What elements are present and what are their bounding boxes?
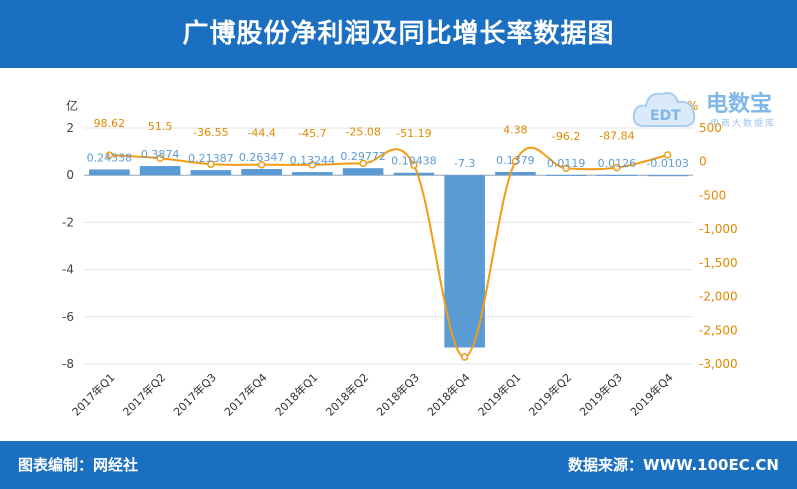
- x-tick-label: 2018年Q3: [373, 370, 422, 419]
- line-point: [663, 151, 672, 159]
- line-point: [105, 151, 114, 159]
- bar-data-label: 0.21387: [188, 152, 234, 165]
- bar-data-label: 0.26347: [239, 151, 285, 164]
- footer-credit: 图表编制：网经社: [18, 456, 139, 474]
- y-right-tick-label: -500: [699, 188, 726, 202]
- y-right-tick-label: 0: [699, 155, 707, 169]
- line-data-label: -45.7: [298, 127, 326, 140]
- bar: [545, 174, 587, 176]
- x-tick-label: 2019年Q1: [475, 370, 524, 419]
- grid-lines: [84, 127, 693, 365]
- bar: [444, 175, 485, 348]
- line-point: [156, 154, 164, 162]
- bar-data-label: -7.3: [454, 157, 475, 170]
- x-tick-label: 2019年Q3: [576, 370, 625, 419]
- bar-data-label: 0.29772: [340, 150, 386, 163]
- y-right-tick-label: -2,000: [699, 290, 738, 304]
- bar: [647, 175, 688, 177]
- y-left-tick-label: -2: [62, 215, 74, 229]
- y-left-tick-label: -6: [62, 310, 74, 324]
- y-left-tick-label: 0: [66, 168, 74, 182]
- x-tick-label: 2017年Q3: [170, 370, 219, 419]
- bar-data-label: 0.1379: [496, 154, 535, 167]
- x-tick-label: 2018年Q2: [323, 370, 372, 419]
- line-data-label: -25.08: [345, 125, 380, 138]
- y-right-tick-label: -1,500: [699, 256, 738, 270]
- y-right-tick-label: -2,500: [699, 323, 738, 337]
- line-data-label: -51.19: [396, 127, 431, 140]
- x-tick-label: 2018年Q4: [424, 370, 473, 419]
- line-point: [511, 157, 520, 166]
- y-right-unit: %: [687, 99, 698, 113]
- line-data-label: 98.62: [94, 117, 126, 130]
- line-data-label: 51.5: [148, 120, 173, 133]
- bar-data-label: 0.24338: [87, 151, 133, 164]
- line-point: [207, 160, 215, 168]
- bar: [393, 172, 435, 176]
- line-path: [109, 146, 668, 359]
- bar-data-label: 0.3874: [141, 148, 180, 161]
- line-data-label: 4.38: [503, 123, 528, 136]
- x-tick-label: 2017年Q4: [221, 370, 270, 419]
- x-tick-label: 2019年Q4: [627, 370, 676, 419]
- line-point: [359, 159, 367, 168]
- line-point: [460, 353, 469, 361]
- bar: [342, 168, 384, 176]
- footer-source: 数据来源：WWW.100EC.CN: [568, 456, 779, 474]
- y-right-tick-label: -1,000: [699, 222, 738, 236]
- bar-series: [89, 166, 688, 348]
- bar-data-label: 0.0119: [547, 157, 586, 170]
- bar: [596, 174, 638, 176]
- bar: [241, 168, 282, 176]
- x-tick-label: 2017年Q1: [69, 370, 118, 419]
- line-point: [562, 164, 570, 172]
- header-bar: [0, 0, 797, 68]
- bar: [292, 172, 333, 176]
- bar-data-label: 0.10438: [391, 155, 437, 168]
- y-right-tick-label: -3,000: [699, 357, 738, 371]
- bar: [89, 169, 130, 176]
- y-right-tick-label: 500: [699, 121, 722, 135]
- page-title: 广博股份净利润及同比增长率数据图: [182, 19, 615, 49]
- cloud-icon: EDT: [632, 92, 696, 127]
- axes: 2 0 -2 -4 -6 -8 亿 500 0 -500 -1,000 -1,500 -2,000 -2,…: [62, 98, 738, 419]
- bar: [190, 170, 232, 176]
- line-series: [105, 146, 672, 361]
- bar-data-label: -0.0103: [646, 157, 688, 170]
- bar: [139, 166, 181, 176]
- line-data-label: -36.55: [193, 126, 228, 139]
- y-left-tick-label: -4: [62, 263, 74, 277]
- bar: [495, 171, 536, 176]
- line-data-label: -44.4: [247, 127, 275, 140]
- watermark-text: 电数宝: [706, 92, 773, 117]
- line-point: [613, 163, 621, 172]
- bar-data-label: 0.13244: [290, 154, 336, 167]
- watermark-subtext: 电商大数据库: [710, 119, 777, 129]
- svg-text:EDT: EDT: [650, 108, 681, 124]
- line-point: [410, 161, 418, 169]
- x-tick-label: 2018年Q1: [272, 370, 321, 419]
- y-left-tick-label: 2: [66, 121, 74, 135]
- y-left-unit: 亿: [66, 98, 78, 113]
- line-data-label: -96.2: [552, 130, 580, 143]
- x-tick-label: 2019年Q2: [526, 370, 575, 419]
- footer-bar: 图表编制：网经社 数据来源：WWW.100EC.CN: [0, 441, 797, 489]
- x-tick-label: 2017年Q2: [120, 370, 169, 419]
- line-point: [257, 160, 266, 169]
- watermark-logo: EDT 电数宝 电商大数据库: [630, 80, 790, 140]
- y-left-tick-label: -8: [62, 357, 74, 371]
- data-labels: 0.24338 0.3874 0.21387 0.26347 0.13244 0.2977…: [87, 117, 689, 170]
- chart: 2 0 -2 -4 -6 -8 亿 500 0 -500 -1,000 -1,500 -2,000 -2,…: [62, 98, 738, 419]
- bar-data-label: 0.0126: [598, 157, 637, 170]
- line-point: [308, 161, 317, 169]
- line-data-label: -87.84: [599, 130, 634, 143]
